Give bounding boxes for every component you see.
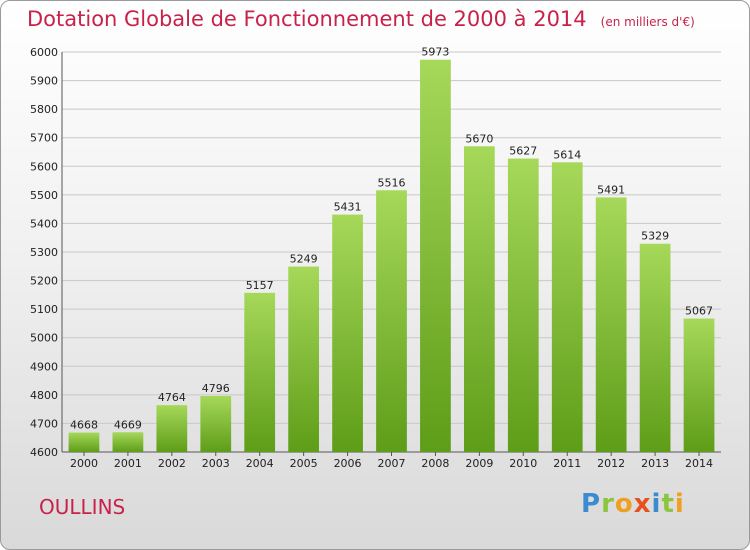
chart-title-main: Dotation Globale de Fonctionnement de 20… bbox=[27, 7, 587, 31]
data-label-2014: 5067 bbox=[685, 305, 713, 318]
x-tick-label-2007: 2007 bbox=[378, 457, 406, 470]
x-tick-label-2008: 2008 bbox=[421, 457, 449, 470]
y-tick-label: 5300 bbox=[30, 246, 58, 259]
x-tick-labels: 2000 2001 2002 2003 2004 2005 2006 2007 2008 2009… bbox=[70, 457, 713, 470]
data-label-2005: 5249 bbox=[290, 253, 318, 266]
x-tick-label-2012: 2012 bbox=[597, 457, 625, 470]
bar-2002 bbox=[156, 405, 188, 452]
chart-title: Dotation Globale de Fonctionnement de 20… bbox=[27, 7, 695, 31]
logo-letter: r bbox=[601, 489, 615, 519]
data-label-2000: 4668 bbox=[70, 419, 98, 432]
y-tick-labels: 4600 4700 4800 4900 5000 5100 5200 5300 5400 5500… bbox=[30, 46, 58, 459]
bar-2001 bbox=[112, 432, 144, 452]
x-tick-label-2004: 2004 bbox=[246, 457, 274, 470]
x-tick-label-2006: 2006 bbox=[334, 457, 362, 470]
y-tick-label: 4600 bbox=[30, 446, 58, 459]
bar-2006 bbox=[332, 214, 363, 452]
bar-2004 bbox=[244, 292, 276, 452]
city-name: OULLINS bbox=[39, 495, 126, 519]
bar-2013 bbox=[639, 243, 671, 452]
x-tick-label-2011: 2011 bbox=[553, 457, 581, 470]
bar-2014 bbox=[683, 318, 715, 452]
chart-unit-note: (en milliers d'€) bbox=[600, 15, 695, 29]
y-tick-label: 4800 bbox=[30, 389, 58, 402]
data-label-2010: 5627 bbox=[509, 145, 537, 158]
x-tick-label-2000: 2000 bbox=[70, 457, 98, 470]
y-tick-label: 5700 bbox=[30, 132, 58, 145]
bar-2005 bbox=[288, 266, 320, 452]
y-tick-label: 5800 bbox=[30, 103, 58, 116]
y-tick-label: 5200 bbox=[30, 275, 58, 288]
y-tick-label: 4700 bbox=[30, 417, 58, 430]
data-label-2002: 4764 bbox=[158, 391, 186, 404]
data-label-2011: 5614 bbox=[553, 148, 581, 161]
y-tick-label: 5400 bbox=[30, 217, 58, 230]
data-labels: 4668 4669 4764 4796 5157 5249 5431 5516 5973 5670… bbox=[70, 46, 713, 432]
bars bbox=[68, 59, 715, 453]
x-tick-label-2002: 2002 bbox=[158, 457, 186, 470]
data-label-2003: 4796 bbox=[202, 382, 230, 395]
x-tick-label-2013: 2013 bbox=[641, 457, 669, 470]
logo-letter: i bbox=[651, 489, 662, 519]
y-tick-label: 6000 bbox=[30, 46, 58, 59]
x-tick-label-2009: 2009 bbox=[465, 457, 493, 470]
x-tick-label-2003: 2003 bbox=[202, 457, 230, 470]
y-tick-label: 5500 bbox=[30, 189, 58, 202]
bar-2000 bbox=[68, 432, 100, 452]
logo-letter: P bbox=[581, 489, 602, 519]
data-label-2009: 5670 bbox=[465, 132, 493, 145]
bar-2008 bbox=[420, 59, 451, 452]
y-tick-label: 5900 bbox=[30, 75, 58, 88]
x-tick-label-2001: 2001 bbox=[114, 457, 142, 470]
logo-letter: i bbox=[674, 489, 685, 519]
bar-2003 bbox=[200, 396, 232, 452]
logo-letter: t bbox=[661, 489, 675, 519]
x-tick-label-2010: 2010 bbox=[509, 457, 537, 470]
bar-2010 bbox=[507, 158, 539, 453]
x-tick-label-2005: 2005 bbox=[290, 457, 318, 470]
bar-2011 bbox=[551, 162, 583, 453]
bar-2012 bbox=[595, 197, 627, 452]
data-label-2006: 5431 bbox=[334, 201, 362, 214]
logo-letter: x bbox=[633, 489, 652, 519]
data-label-2004: 5157 bbox=[246, 279, 274, 292]
y-tick-label: 4900 bbox=[30, 360, 58, 373]
data-label-2001: 4669 bbox=[114, 418, 142, 431]
data-label-2007: 5516 bbox=[378, 176, 406, 189]
logo-letter: o bbox=[614, 489, 634, 519]
data-label-2013: 5329 bbox=[641, 230, 669, 243]
bar-2009 bbox=[463, 146, 495, 453]
data-label-2008: 5973 bbox=[421, 46, 449, 59]
bar-2007 bbox=[376, 190, 407, 453]
x-tick-label-2014: 2014 bbox=[685, 457, 713, 470]
proxiti-logo: Proxiti bbox=[581, 489, 685, 519]
y-tick-label: 5000 bbox=[30, 332, 58, 345]
data-label-2012: 5491 bbox=[597, 183, 625, 196]
y-tick-label: 5100 bbox=[30, 303, 58, 316]
y-tick-label: 5600 bbox=[30, 160, 58, 173]
